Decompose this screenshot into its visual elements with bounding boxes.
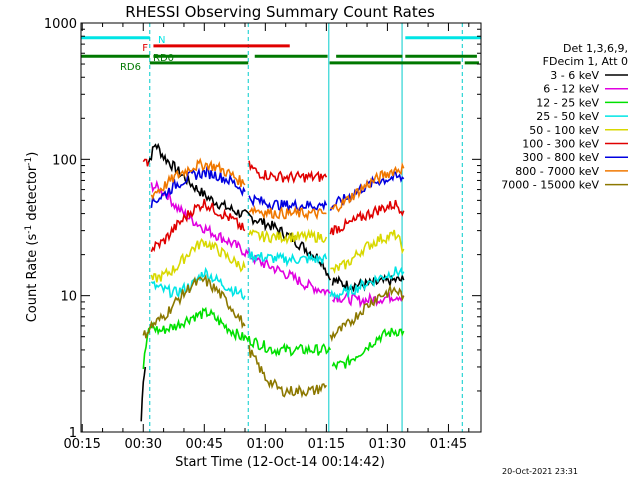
render-timestamp: 20-Oct-2021 23:31 (502, 467, 578, 476)
x-tick-label-4: 01:00 (247, 437, 284, 452)
series-1-segment-1 (140, 366, 147, 422)
legend-label-7: 300 - 800 keV (522, 151, 599, 164)
series-6 (142, 158, 405, 253)
y-axis-label-exponent1: -1 (24, 225, 34, 234)
series-1-segment-2 (147, 142, 332, 281)
y-tick-label-4: 1000 (44, 17, 77, 32)
series-6-segment-1 (142, 158, 150, 167)
y-axis-label-part3: ) (25, 152, 40, 157)
series-4 (150, 249, 405, 301)
x-tick-label-3: 00:45 (186, 437, 223, 452)
series-4-segment-1 (150, 266, 246, 301)
x-tick-label-7: 01:45 (430, 437, 467, 452)
series-5-segment-3 (330, 229, 405, 275)
series-7-segment-2 (248, 193, 328, 212)
flag-rd0-label: RD0 (153, 53, 174, 64)
flag-rd6-label: RD6 (120, 62, 141, 73)
series-9-segment-3 (329, 283, 405, 343)
x-axis-label: Start Time (12-Oct-14 00:14:42) (175, 455, 385, 470)
series-8 (150, 157, 405, 222)
series-9-segment-1 (142, 273, 246, 339)
legend-label-9: 7000 - 15000 keV (501, 179, 599, 192)
legend-header-2: FDecim 1, Att 0 (543, 55, 628, 68)
y-axis-label: Count Rate (s-1 detector-1) (24, 152, 40, 323)
flag-n-label: N (158, 35, 165, 46)
series-6-segment-4 (329, 199, 405, 236)
y-tick-label-3: 100 (52, 153, 77, 168)
series-6-segment-2 (150, 198, 246, 253)
y-axis-label-part1: Count Rate (s (25, 234, 40, 323)
series-5 (150, 228, 405, 283)
legend-label-1: 3 - 6 keV (550, 69, 599, 82)
plot-frame (80, 22, 482, 433)
legend-label-6: 100 - 300 keV (522, 138, 599, 151)
flag-f-label: F (142, 43, 148, 54)
series-3-segment-1 (142, 306, 332, 370)
y-axis-label-part2: detector (25, 165, 40, 225)
series-3-segment-2 (331, 327, 405, 371)
series-7-segment-1 (150, 166, 246, 208)
series-3 (142, 306, 405, 371)
legend-label-8: 800 - 7000 keV (515, 165, 599, 178)
legend-label-3: 12 - 25 keV (536, 96, 599, 109)
series-9 (142, 273, 405, 399)
series-5-segment-2 (248, 228, 328, 245)
series-4-segment-3 (329, 266, 405, 300)
x-tick-label-2: 00:30 (125, 437, 162, 452)
series-6-segment-3 (248, 160, 328, 185)
series-2-segment-1 (150, 179, 331, 297)
series-9-segment-2 (248, 345, 328, 399)
series-4-segment-2 (248, 249, 328, 268)
chart-title: RHESSI Observing Summary Count Rates (125, 3, 435, 21)
series-5-segment-1 (150, 237, 246, 283)
series-8-segment-1 (150, 157, 246, 201)
x-tick-label-5: 01:15 (308, 437, 345, 452)
plot-area: NF RD0 RD6 (81, 23, 481, 432)
series-2-segment-2 (331, 291, 405, 309)
y-tick-label-1: 1 (69, 426, 77, 441)
y-axis-label-exponent2: -1 (24, 157, 34, 166)
legend-header-1: Det 1,3,6,9, (563, 42, 628, 55)
legend-label-4: 25 - 50 keV (536, 110, 599, 123)
series-8-segment-2 (248, 204, 327, 222)
y-tick-label-2: 10 (60, 290, 77, 305)
x-tick-label-6: 01:30 (369, 437, 406, 452)
series-2 (150, 179, 405, 309)
legend-label-5: 50 - 100 keV (529, 124, 599, 137)
series-8-segment-3 (330, 161, 405, 213)
plot-axes: 00:15 00:30 00:45 01:00 01:15 01:30 01:45 1 10 10… (44, 17, 482, 452)
legend-label-2: 6 - 12 keV (543, 83, 599, 96)
x-tick-label-1: 00:15 (63, 437, 100, 452)
